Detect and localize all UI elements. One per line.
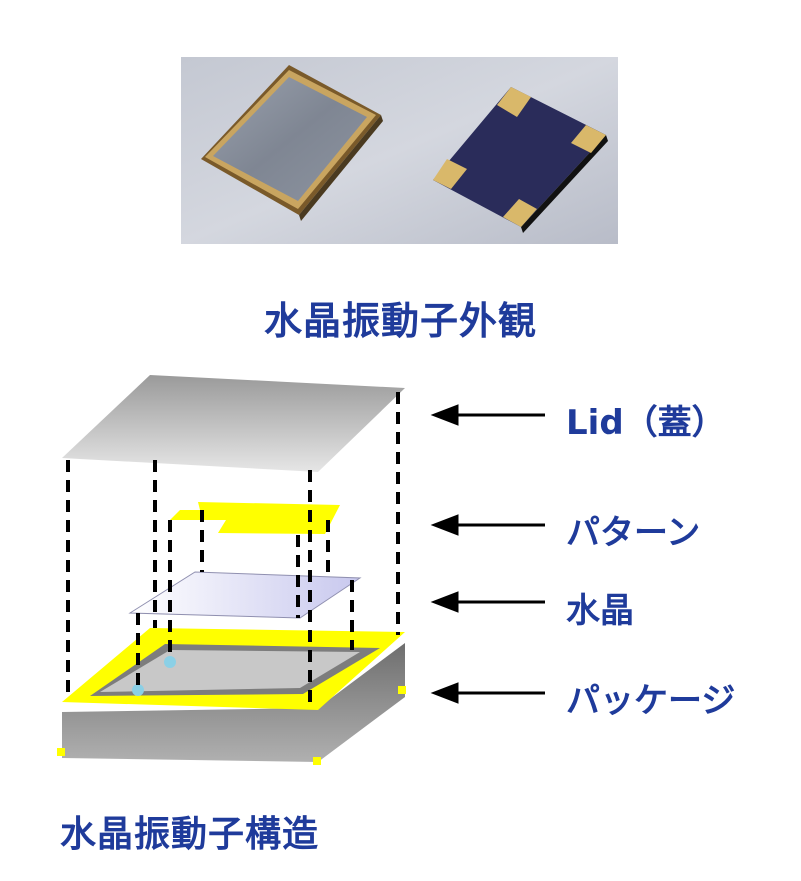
label-lid: Lid（蓋） [566, 403, 726, 443]
arrow-left-icon [430, 682, 545, 704]
arrow-left-icon [430, 514, 545, 536]
oscillator-top-view [201, 65, 383, 221]
dashed-guides [66, 392, 400, 705]
arrow-left-icon [430, 404, 545, 426]
oscillator-bottom-view [433, 87, 608, 233]
label-pattern: パターン [566, 513, 701, 553]
structure-caption: 水晶振動子構造 [60, 814, 320, 855]
pattern-layer [170, 502, 340, 534]
crystal-layer [128, 571, 362, 619]
lid-layer [62, 375, 405, 472]
structure-diagram [57, 375, 545, 765]
arrow-left-icon [430, 591, 545, 613]
photo-caption: 水晶振動子外観 [263, 299, 537, 343]
label-package: パッケージ [566, 681, 736, 721]
package-layer [57, 628, 406, 765]
oscillator-photo [181, 57, 618, 244]
label-crystal: 水晶 [566, 591, 634, 631]
